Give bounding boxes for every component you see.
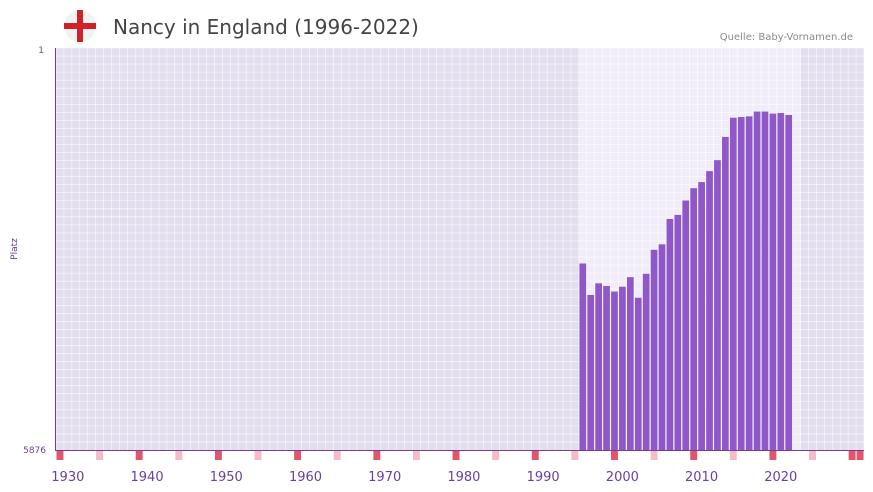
chart-title: Nancy in England (1996-2022) <box>113 15 419 39</box>
bar-2014 <box>737 117 745 451</box>
x-tick-label-2020: 2020 <box>764 470 797 485</box>
marker-1938 <box>135 451 143 460</box>
x-tick-label-1940: 1940 <box>131 470 164 485</box>
marker-1988 <box>531 451 539 460</box>
x-tick-label-1960: 1960 <box>289 470 322 485</box>
marker-2018 <box>769 451 777 460</box>
bar-2012 <box>722 136 729 450</box>
bar-1994 <box>579 263 587 450</box>
plot-grid <box>55 47 865 450</box>
x-tick-label-1990: 1990 <box>527 470 560 485</box>
bar-2010 <box>706 171 713 450</box>
bar-2018 <box>769 113 777 450</box>
x-tick-labels: 1930 1940 1950 1960 1970 1980 1990 2000 2010 2020 <box>51 470 797 485</box>
x-tick-label-1950: 1950 <box>210 470 243 485</box>
bar-2016 <box>753 111 761 450</box>
marker-1968 <box>373 451 381 460</box>
y-tick-label-bottom: 5876 <box>23 446 46 456</box>
x-tick-label-1980: 1980 <box>447 470 480 485</box>
bar-2000 <box>626 277 634 450</box>
bar-2013 <box>729 117 737 450</box>
marker-1983 <box>492 451 500 460</box>
marker-2008 <box>690 451 698 460</box>
marker-2003 <box>650 451 658 460</box>
x-tick-label-2010: 2010 <box>685 470 718 485</box>
marker-1953 <box>254 451 262 460</box>
bar-2009 <box>698 182 705 450</box>
marker-1943 <box>175 451 183 460</box>
bar-1997 <box>603 286 610 450</box>
marker-2029 <box>856 451 864 460</box>
bar-1995 <box>587 294 595 450</box>
marker-2013 <box>729 451 737 460</box>
marker-1963 <box>333 451 341 460</box>
decade-markers <box>56 451 864 460</box>
bar-2005 <box>666 218 674 450</box>
axes <box>55 48 864 451</box>
bar-2006 <box>674 214 682 450</box>
x-tick-label-2000: 2000 <box>606 470 639 485</box>
flag-cross-vertical <box>77 10 83 42</box>
marker-1998 <box>611 451 618 460</box>
bar-2002 <box>642 273 650 450</box>
bar-2008 <box>690 188 698 450</box>
marker-1973 <box>412 451 420 460</box>
x-tick-label-1970: 1970 <box>368 470 401 485</box>
bar-2011 <box>714 160 721 450</box>
bar-series <box>579 111 793 451</box>
bar-2019 <box>777 112 785 451</box>
marker-1948 <box>214 451 222 460</box>
bar-1996 <box>595 283 602 450</box>
bar-2004 <box>658 244 666 450</box>
y-axis-title: Platz <box>10 238 20 260</box>
y-tick-label-top: 1 <box>38 46 44 56</box>
source-credit: Quelle: Baby-Vornamen.de <box>720 32 853 43</box>
marker-1928 <box>56 451 64 460</box>
bar-2007 <box>682 200 690 450</box>
x-tick-label-1930: 1930 <box>51 470 84 485</box>
bar-1999 <box>619 286 626 450</box>
bar-2020 <box>785 114 793 451</box>
bar-1998 <box>611 291 618 450</box>
marker-1958 <box>294 451 302 460</box>
marker-1978 <box>452 451 460 460</box>
flag-icon <box>64 10 96 42</box>
marker-1933 <box>96 451 104 460</box>
marker-2023 <box>809 451 816 460</box>
bar-2015 <box>745 116 753 450</box>
bar-2003 <box>650 249 658 450</box>
marker-2028 <box>848 451 856 460</box>
bar-2017 <box>761 111 769 450</box>
marker-1993 <box>571 451 579 460</box>
bar-2001 <box>634 297 642 450</box>
